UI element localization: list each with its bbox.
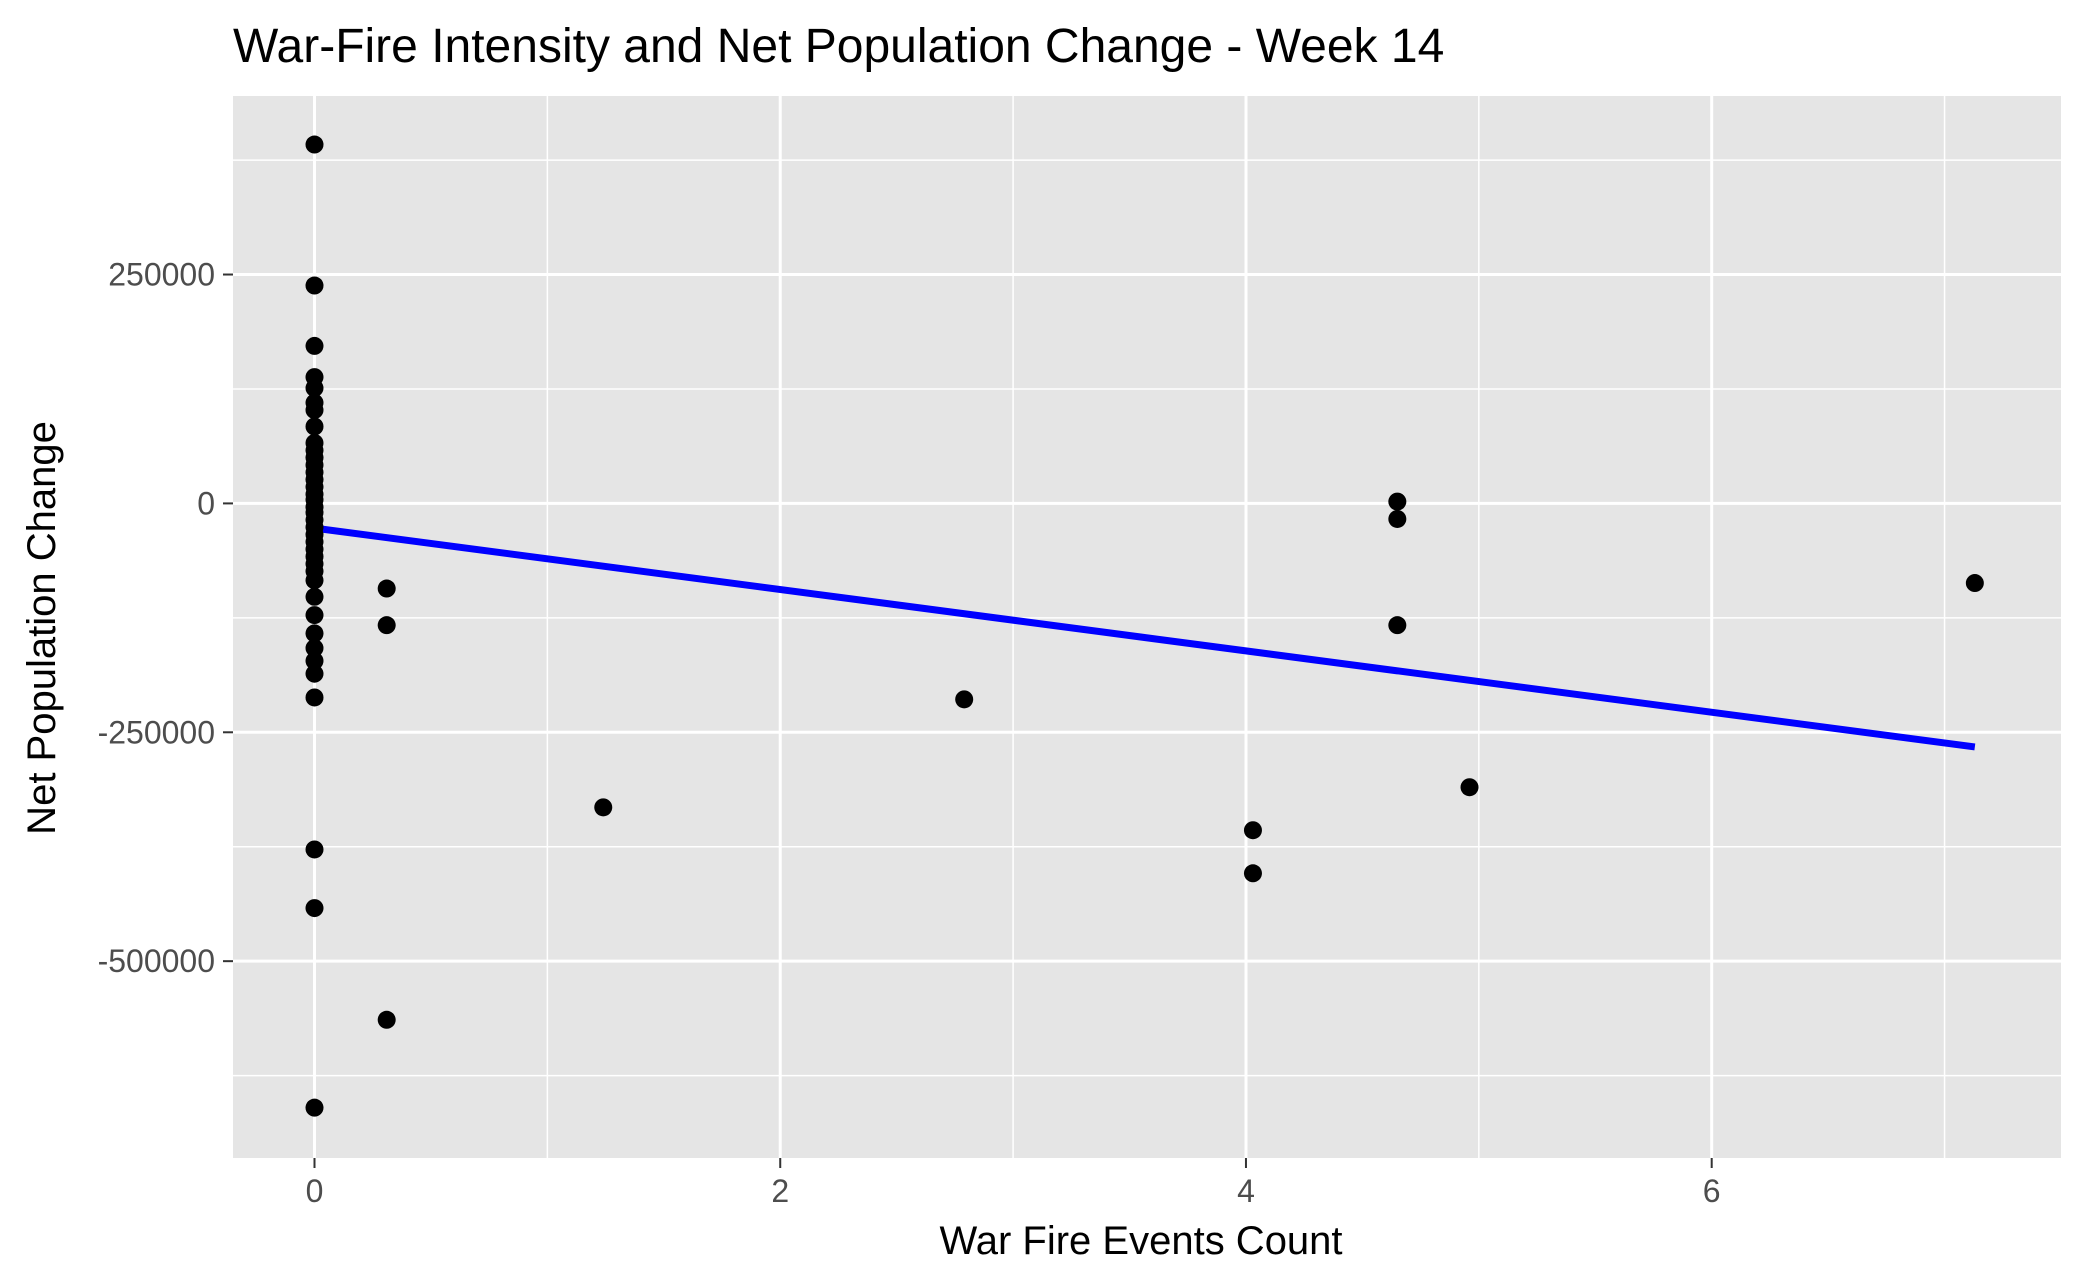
- plot-panel: [233, 96, 2061, 1158]
- data-point: [955, 690, 974, 709]
- data-point: [1388, 492, 1407, 511]
- data-point: [1388, 616, 1407, 635]
- data-point: [305, 606, 324, 625]
- y-axis: 250000 0 -250000 -500000: [98, 257, 233, 979]
- minor-gridlines: [233, 96, 2061, 1158]
- data-point: [1243, 821, 1262, 840]
- chart-title: War-Fire Intensity and Net Population Ch…: [233, 20, 1444, 73]
- data-point: [305, 664, 324, 683]
- data-point: [305, 379, 324, 398]
- data-point: [305, 688, 324, 707]
- x-tick-label: 0: [306, 1173, 324, 1209]
- data-point: [1388, 509, 1407, 528]
- y-axis-label: Net Population Change: [20, 421, 64, 835]
- data-point: [377, 1010, 396, 1029]
- x-axis-label: War Fire Events Count: [939, 1219, 1342, 1263]
- data-point: [305, 899, 324, 918]
- x-tick-label: 6: [1703, 1173, 1721, 1209]
- data-point: [305, 651, 324, 670]
- data-point: [305, 1098, 324, 1117]
- trend-line-layer: [314, 524, 1976, 751]
- data-point: [305, 135, 324, 154]
- y-tick-label: -500000: [98, 943, 215, 979]
- x-tick-label: 2: [771, 1173, 789, 1209]
- data-point: [377, 579, 396, 598]
- data-point: [1243, 864, 1262, 883]
- data-point: [377, 616, 396, 635]
- data-point: [594, 798, 613, 817]
- y-tick-label: 250000: [108, 257, 215, 293]
- data-point: [305, 276, 324, 295]
- y-tick-label: 0: [197, 485, 215, 521]
- data-point: [305, 571, 324, 590]
- x-axis: 0 2 4 6: [306, 1158, 1721, 1209]
- data-point: [1460, 778, 1479, 797]
- data-point: [305, 840, 324, 859]
- trend-line: [314, 524, 1976, 751]
- data-point: [1965, 574, 1984, 593]
- data-point: [305, 587, 324, 606]
- data-point: [305, 336, 324, 355]
- data-point: [305, 401, 324, 420]
- data-point: [305, 639, 324, 658]
- data-points: [305, 135, 1984, 1117]
- y-tick-label: -250000: [98, 714, 215, 750]
- data-point: [305, 417, 324, 436]
- data-point: [305, 624, 324, 643]
- x-tick-label: 4: [1237, 1173, 1255, 1209]
